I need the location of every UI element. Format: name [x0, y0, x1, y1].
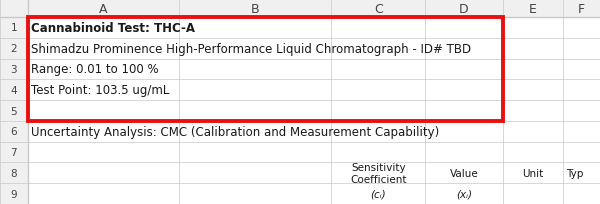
Text: 6: 6: [10, 127, 17, 137]
Bar: [28, 18, 503, 121]
Text: Typ: Typ: [566, 168, 584, 178]
Text: (xᵢ): (xᵢ): [456, 189, 472, 199]
Text: C: C: [374, 2, 383, 16]
Text: Uncertainty Analysis: CMC (Calibration and Measurement Capability): Uncertainty Analysis: CMC (Calibration a…: [31, 125, 439, 138]
Text: Value: Value: [449, 168, 478, 178]
Text: E: E: [529, 2, 536, 16]
Text: (cᵢ): (cᵢ): [370, 189, 386, 199]
Text: Unit: Unit: [522, 168, 544, 178]
Text: Cannabinoid Test: THC-A: Cannabinoid Test: THC-A: [31, 22, 195, 35]
Text: 9: 9: [10, 189, 17, 199]
Text: 5: 5: [10, 106, 17, 116]
Text: Sensitivity
Coefficient: Sensitivity Coefficient: [350, 162, 406, 184]
Bar: [0, 0, 600, 18]
Text: 3: 3: [10, 65, 17, 75]
Bar: [0, 0, 28, 204]
Text: A: A: [99, 2, 107, 16]
Text: 7: 7: [10, 147, 17, 157]
Text: D: D: [459, 2, 469, 16]
Text: 2: 2: [10, 44, 17, 54]
Text: Range: 0.01 to 100 %: Range: 0.01 to 100 %: [31, 63, 159, 76]
Text: 1: 1: [10, 23, 17, 33]
Text: Test Point: 103.5 ug/mL: Test Point: 103.5 ug/mL: [31, 84, 170, 97]
Text: 8: 8: [10, 168, 17, 178]
Text: 4: 4: [10, 85, 17, 95]
Text: Shimadzu Prominence High-Performance Liquid Chromatograph - ID# TBD: Shimadzu Prominence High-Performance Liq…: [31, 42, 472, 55]
Text: B: B: [251, 2, 259, 16]
Text: F: F: [578, 2, 585, 16]
